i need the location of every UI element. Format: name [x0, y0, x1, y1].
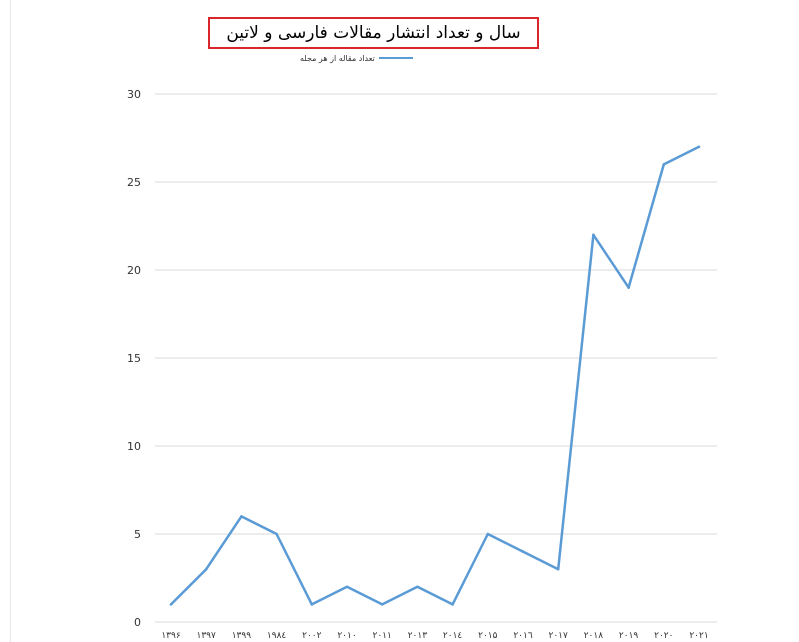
- data-point: [169, 603, 173, 606]
- y-tick-label: 30: [127, 88, 141, 101]
- x-tick-label: ۲۰۰۲: [302, 631, 322, 641]
- data-point: [345, 585, 349, 589]
- legend: تعداد مقاله از هر مجله: [300, 51, 413, 65]
- data-point: [556, 567, 560, 571]
- left-border: [10, 0, 11, 642]
- x-tick-label: ۱۳۹۶: [161, 631, 181, 641]
- x-tick-label: ۲۰۱٤: [443, 631, 463, 641]
- x-tick-label: ۲۰۱۰: [337, 631, 356, 641]
- data-point: [275, 532, 278, 536]
- y-tick-label: 10: [127, 440, 141, 453]
- x-tick-label: ۱۳۹۹: [232, 631, 252, 641]
- x-tick-label: ۲۰۱۳: [408, 631, 428, 641]
- x-tick-label: ۲۰۱۸: [584, 631, 604, 641]
- x-axis-ticks: ۱۳۹۶ ۱۳۹۷ ۱۳۹۹ ۱۹۸٤ ۲۰۰۲ ۲۰۱۰ ۲۰۱۱ ۲۰۱۳ ۲۰۱٤ ۲۰۱۵…: [161, 631, 708, 641]
- series-group: [169, 145, 701, 606]
- x-tick-label: ۱۳۹۷: [197, 631, 217, 641]
- data-point: [627, 286, 630, 289]
- x-tick-label: ۲۰۱۷: [549, 631, 569, 641]
- series-line: [170, 145, 700, 606]
- data-point: [592, 233, 595, 237]
- y-tick-label: 20: [127, 264, 141, 277]
- x-tick-label: ۲۰۱۹: [619, 631, 639, 641]
- data-point: [310, 603, 314, 606]
- data-point: [662, 163, 666, 166]
- data-point: [204, 567, 208, 571]
- legend-line-swatch: [378, 57, 413, 59]
- x-tick-label: ۲۰۱۱: [373, 631, 392, 641]
- data-point: [486, 532, 490, 536]
- y-tick-label: 15: [127, 352, 141, 365]
- chart-title-text: سال و تعداد انتشار مقالات فارسی و لاتین: [226, 23, 521, 43]
- data-point: [451, 603, 454, 606]
- x-tick-label: ۲۰۱٦: [513, 631, 533, 641]
- y-axis-ticks: 0 5 10 15 20 25 30: [127, 88, 141, 629]
- y-tick-label: 5: [134, 528, 141, 541]
- data-point: [521, 550, 525, 553]
- x-tick-label: ۱۹۸٤: [267, 631, 287, 641]
- data-point: [240, 515, 243, 518]
- x-tick-label: ۲۰۲۰: [654, 631, 673, 641]
- y-tick-label: 0: [134, 616, 141, 629]
- y-tick-label: 25: [127, 176, 141, 189]
- data-point: [416, 585, 419, 589]
- data-point: [380, 603, 384, 606]
- gridlines: [155, 93, 717, 623]
- x-tick-label: ۲۰۲۱: [689, 631, 708, 641]
- chart-title: سال و تعداد انتشار مقالات فارسی و لاتین: [208, 17, 539, 49]
- legend-label: تعداد مقاله از هر مجله: [300, 53, 375, 63]
- x-tick-label: ۲۰۱۵: [478, 631, 498, 641]
- data-point: [697, 145, 701, 149]
